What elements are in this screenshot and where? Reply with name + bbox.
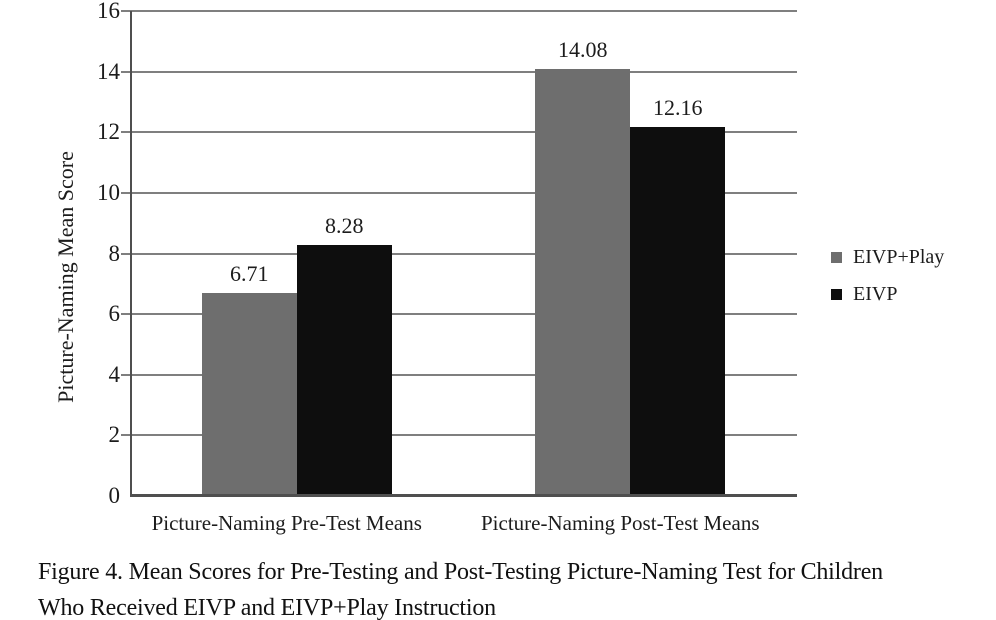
y-tick-label-4: 4: [108, 361, 121, 387]
y-axis-line: [130, 11, 132, 496]
legend-item-eivp-play: EIVP+Play: [831, 246, 944, 269]
gridline-y-8: [130, 252, 797, 255]
plot-area: 6.71 8.28 14.08 12.16: [121, 10, 797, 497]
x-axis-line: [130, 494, 797, 497]
legend: EIVP+Play EIVP: [831, 246, 944, 320]
y-tick-mark-14: [121, 70, 130, 73]
gridline-y-16: [130, 10, 797, 12]
legend-swatch-icon: [831, 252, 842, 263]
y-tick-label-16: 16: [97, 0, 120, 23]
gridline-y-14: [130, 70, 797, 73]
y-tick-label-14: 14: [97, 58, 120, 84]
y-tick-label-12: 12: [97, 119, 120, 145]
bar-eivp-play-cat1: [201, 292, 297, 496]
gridline-y-10: [130, 191, 797, 194]
gridline-y-6: [130, 313, 797, 316]
y-tick-mark-8: [121, 252, 130, 255]
y-tick-label-2: 2: [108, 422, 121, 448]
y-tick-label-0: 0: [108, 483, 121, 508]
caption-line-1: Figure 4. Mean Scores for Pre-Testing an…: [38, 559, 883, 585]
legend-item-eivp: EIVP: [831, 283, 944, 306]
y-tick-mark-12: [121, 131, 130, 134]
y-tick-label-8: 8: [108, 240, 121, 266]
y-tick-mark-10: [121, 191, 130, 194]
caption-line-2: Who Received EIVP and EIVP+Play Instruct…: [38, 595, 496, 620]
y-tick-mark-16: [121, 10, 130, 12]
legend-label: EIVP+Play: [853, 246, 945, 268]
gridline-y-4: [130, 373, 797, 376]
value-label-14.08: 14.08: [558, 37, 608, 63]
bar-eivp-play-cat2: [535, 69, 631, 496]
gridline-y-12: [130, 131, 797, 134]
legend-swatch-icon: [831, 289, 842, 300]
y-tick-label-10: 10: [97, 179, 120, 205]
value-label-12.16: 12.16: [653, 95, 703, 121]
y-tick-label-6: 6: [108, 301, 121, 327]
x-category-label-2: Picture-Naming Post-Test Means: [481, 511, 760, 535]
legend-label: EIVP: [853, 283, 898, 305]
bar-eivp-cat2: [630, 127, 726, 496]
y-tick-mark-2: [121, 434, 130, 437]
y-tick-mark-6: [121, 313, 130, 316]
bar-eivp-cat1: [296, 245, 392, 496]
figure-caption: Figure 4. Mean Scores for Pre-Testing an…: [38, 554, 988, 620]
gridline-y-2: [130, 434, 797, 437]
value-label-8.28: 8.28: [325, 213, 364, 238]
y-tick-mark-4: [121, 373, 130, 376]
x-category-label-1: Picture-Naming Pre-Test Means: [151, 511, 422, 535]
value-label-6.71: 6.71: [230, 260, 269, 286]
